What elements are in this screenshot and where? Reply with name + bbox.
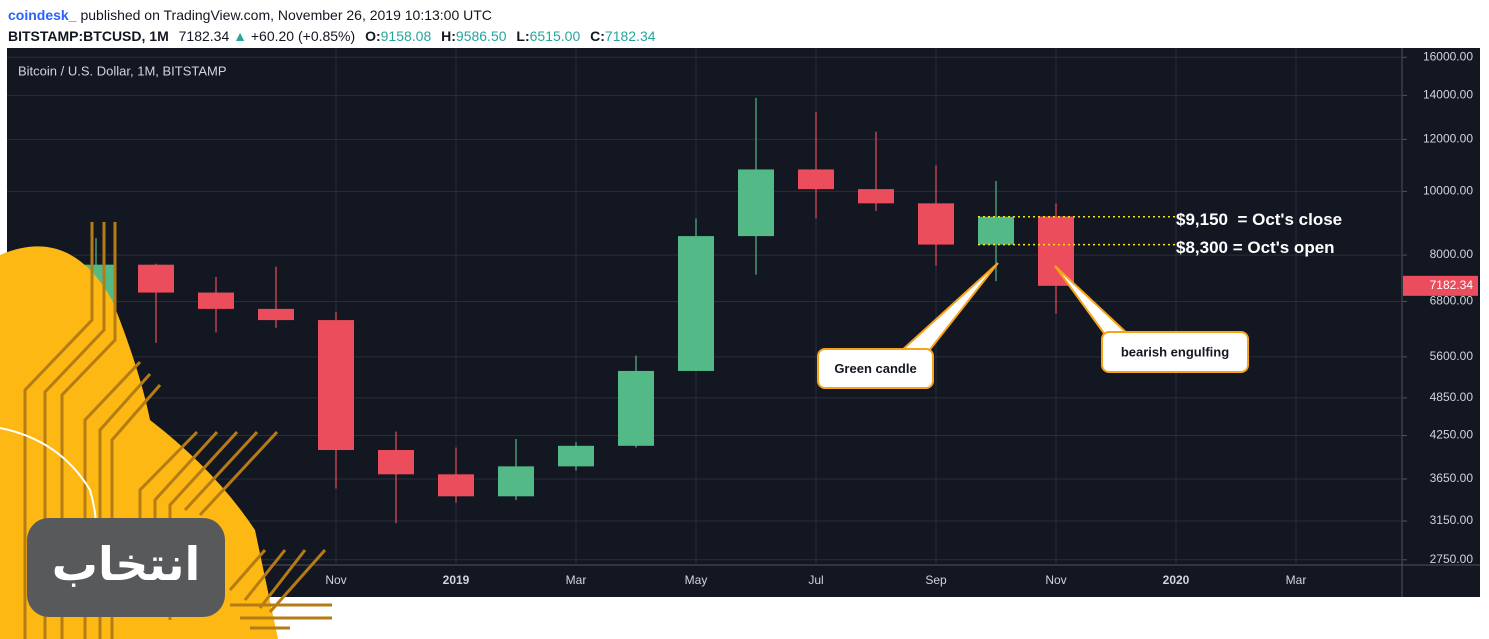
y-tick-label: 16000.00 bbox=[1423, 49, 1473, 63]
x-tick-label: 2019 bbox=[443, 573, 470, 587]
header-line: BITSTAMP:BTCUSD, 1M 7182.34 ▲ +60.20 (+0… bbox=[8, 26, 656, 47]
watermark-circuit bbox=[23, 222, 332, 639]
ohlc-label: H: bbox=[441, 28, 456, 44]
chart-title: Bitcoin / U.S. Dollar, 1M, BITSTAMP bbox=[18, 63, 227, 78]
last-price-label: 7182.34 bbox=[1430, 278, 1474, 292]
annotation: $8,300 = Oct's open bbox=[1176, 238, 1335, 257]
price: 7182.34 bbox=[178, 28, 230, 44]
x-tick-label: Nov bbox=[1045, 573, 1066, 587]
candle-body bbox=[798, 169, 834, 190]
candle-body bbox=[558, 445, 594, 467]
watermark-box bbox=[27, 518, 225, 617]
x-tick-label: Mar bbox=[1286, 573, 1307, 587]
overlay: 7182.34 $9,150 = Oct's close $8,300 = Oct'… bbox=[817, 210, 1478, 389]
author[interactable]: coindesk_ bbox=[8, 7, 77, 23]
published: published on TradingView.com, November 2… bbox=[80, 7, 492, 23]
x-tick-label: Jul bbox=[808, 573, 823, 587]
candle-body bbox=[738, 169, 774, 237]
x-tick-label: Sep bbox=[925, 573, 947, 587]
candle-body bbox=[498, 466, 534, 497]
candle-body bbox=[198, 292, 234, 309]
x-tick-label: Nov bbox=[325, 573, 346, 587]
x-tick-label: May bbox=[685, 573, 708, 587]
arrow: ▲ bbox=[233, 28, 247, 44]
y-tick-label: 14000.00 bbox=[1423, 88, 1473, 102]
y-tick-label: 3650.00 bbox=[1430, 471, 1474, 485]
annotation: $9,150 = Oct's close bbox=[1176, 210, 1342, 229]
plot-area bbox=[78, 97, 1074, 524]
ohlc-value: 9586.50 bbox=[455, 28, 507, 44]
candle-body bbox=[918, 203, 954, 245]
watermark: انتخاب bbox=[0, 222, 332, 639]
symbol: BITSTAMP:BTCUSD, 1M bbox=[8, 28, 169, 44]
header-line: coindesk_ published on TradingView.com, N… bbox=[8, 5, 656, 26]
y-tick-label: 4850.00 bbox=[1430, 390, 1474, 404]
x-tick-label: Mar bbox=[566, 573, 587, 587]
callout-text: Green candle bbox=[834, 361, 916, 376]
candle-body bbox=[978, 216, 1014, 245]
watermark-text: انتخاب bbox=[52, 538, 200, 590]
ohlc-value: 6515.00 bbox=[529, 28, 581, 44]
candle-body bbox=[678, 236, 714, 371]
candle-body bbox=[258, 308, 294, 321]
y-tick-label: 5600.00 bbox=[1430, 349, 1474, 363]
candle-body bbox=[138, 264, 174, 293]
candle-body bbox=[318, 320, 354, 451]
header: coindesk_ published on TradingView.com, N… bbox=[8, 5, 656, 47]
y-tick-label: 4250.00 bbox=[1430, 428, 1474, 442]
y-tick-label: 6800.00 bbox=[1430, 294, 1474, 308]
ohlc-label: C: bbox=[590, 28, 605, 44]
candle-body bbox=[618, 370, 654, 446]
callout-cover bbox=[1104, 334, 1246, 370]
y-tick-label: 3150.00 bbox=[1430, 513, 1474, 527]
ohlc-label: O: bbox=[365, 28, 381, 44]
candle-body bbox=[378, 450, 414, 475]
candle-body bbox=[438, 474, 474, 497]
candle-body bbox=[858, 189, 894, 204]
y-tick-label: 2750.00 bbox=[1430, 552, 1474, 566]
callout-cover bbox=[820, 351, 931, 386]
y-tick-label: 12000.00 bbox=[1423, 132, 1473, 146]
y-tick-label: 10000.00 bbox=[1423, 184, 1473, 198]
change: +60.20 (+0.85%) bbox=[250, 28, 356, 44]
grid: 16000.00 14000.00 12000.00 10000.00 8000.00 6… bbox=[7, 48, 1473, 587]
last-price-box bbox=[1403, 275, 1478, 296]
ohlc-label: L: bbox=[516, 28, 530, 44]
callout-text: bearish engulfing bbox=[1121, 344, 1229, 359]
ohlc-value: 9158.08 bbox=[380, 28, 432, 44]
ohlc-value: 7182.34 bbox=[604, 28, 656, 44]
y-tick-label: 8000.00 bbox=[1430, 247, 1474, 261]
x-tick-label: 2020 bbox=[1163, 573, 1190, 587]
candle-body bbox=[1038, 216, 1074, 286]
